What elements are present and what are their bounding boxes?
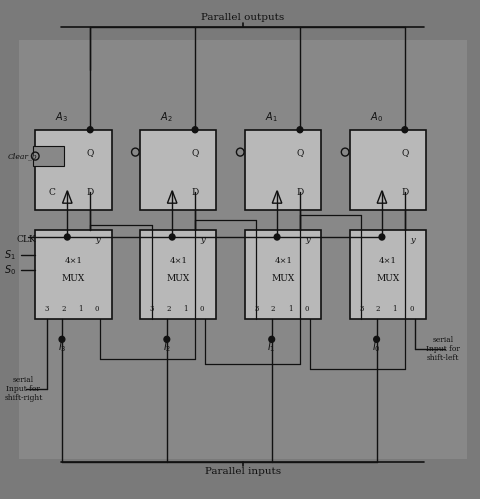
Text: D: D xyxy=(296,188,303,197)
Text: 3: 3 xyxy=(359,304,363,312)
Circle shape xyxy=(59,336,65,342)
Text: 4×1: 4×1 xyxy=(378,257,396,265)
Text: Parallel outputs: Parallel outputs xyxy=(201,13,284,22)
Text: C: C xyxy=(48,188,55,197)
Circle shape xyxy=(297,127,302,133)
Text: $A_2$: $A_2$ xyxy=(160,110,173,124)
Text: $A_0$: $A_0$ xyxy=(369,110,383,124)
Text: 4×1: 4×1 xyxy=(169,257,187,265)
Text: 2: 2 xyxy=(270,304,275,312)
Text: D: D xyxy=(191,188,198,197)
Text: 0: 0 xyxy=(199,304,204,312)
FancyBboxPatch shape xyxy=(244,130,321,210)
Circle shape xyxy=(341,148,348,156)
Text: serial
Input for
shift-left: serial Input for shift-left xyxy=(425,336,459,362)
Text: 4×1: 4×1 xyxy=(274,257,291,265)
Text: $A_3$: $A_3$ xyxy=(55,110,68,124)
Text: MUX: MUX xyxy=(166,274,190,283)
FancyBboxPatch shape xyxy=(33,146,64,166)
FancyBboxPatch shape xyxy=(19,40,466,459)
Text: 1: 1 xyxy=(182,304,187,312)
Text: y: y xyxy=(95,237,100,245)
Text: MUX: MUX xyxy=(61,274,85,283)
Text: CLK: CLK xyxy=(16,235,36,244)
Text: 3: 3 xyxy=(149,304,154,312)
FancyBboxPatch shape xyxy=(349,130,425,210)
Text: $S_1$: $S_1$ xyxy=(4,248,16,261)
Text: 1: 1 xyxy=(287,304,292,312)
Circle shape xyxy=(64,234,70,240)
Text: $S_0$: $S_0$ xyxy=(4,263,16,277)
Text: Q: Q xyxy=(191,148,198,157)
Text: MUX: MUX xyxy=(271,274,294,283)
Text: Q: Q xyxy=(86,148,94,157)
Circle shape xyxy=(31,152,39,160)
Text: D: D xyxy=(86,188,94,197)
Text: 3: 3 xyxy=(45,304,49,312)
Text: $A_1$: $A_1$ xyxy=(265,110,277,124)
Text: y: y xyxy=(200,237,204,245)
Text: 0: 0 xyxy=(95,304,99,312)
Text: 2: 2 xyxy=(166,304,170,312)
Circle shape xyxy=(373,336,379,342)
Circle shape xyxy=(378,234,384,240)
Text: 0: 0 xyxy=(408,304,413,312)
Text: 4×1: 4×1 xyxy=(64,257,82,265)
FancyBboxPatch shape xyxy=(35,130,111,210)
Text: $I_0$: $I_0$ xyxy=(372,340,380,354)
Circle shape xyxy=(268,336,274,342)
Text: 3: 3 xyxy=(254,304,258,312)
Text: $I_3$: $I_3$ xyxy=(58,340,66,354)
FancyBboxPatch shape xyxy=(140,130,216,210)
Text: Parallel inputs: Parallel inputs xyxy=(204,467,280,476)
Text: Q: Q xyxy=(296,148,303,157)
Text: Clear_b: Clear_b xyxy=(8,152,37,160)
Text: y: y xyxy=(409,237,414,245)
Text: 1: 1 xyxy=(392,304,396,312)
Circle shape xyxy=(87,127,93,133)
Text: Q: Q xyxy=(400,148,408,157)
Text: 1: 1 xyxy=(78,304,83,312)
Text: $I_1$: $I_1$ xyxy=(267,340,276,354)
Circle shape xyxy=(274,234,279,240)
Text: serial
Input for
shift-right: serial Input for shift-right xyxy=(4,376,42,402)
Circle shape xyxy=(401,127,407,133)
Circle shape xyxy=(192,127,197,133)
FancyBboxPatch shape xyxy=(35,230,111,319)
Circle shape xyxy=(169,234,175,240)
FancyBboxPatch shape xyxy=(349,230,425,319)
Text: 2: 2 xyxy=(375,304,380,312)
FancyBboxPatch shape xyxy=(244,230,321,319)
Circle shape xyxy=(236,148,243,156)
Text: 2: 2 xyxy=(61,304,66,312)
Text: 0: 0 xyxy=(304,304,309,312)
Text: MUX: MUX xyxy=(376,274,399,283)
Text: D: D xyxy=(400,188,408,197)
Circle shape xyxy=(132,148,139,156)
Text: $I_2$: $I_2$ xyxy=(162,340,171,354)
Circle shape xyxy=(164,336,169,342)
FancyBboxPatch shape xyxy=(140,230,216,319)
Text: y: y xyxy=(304,237,309,245)
